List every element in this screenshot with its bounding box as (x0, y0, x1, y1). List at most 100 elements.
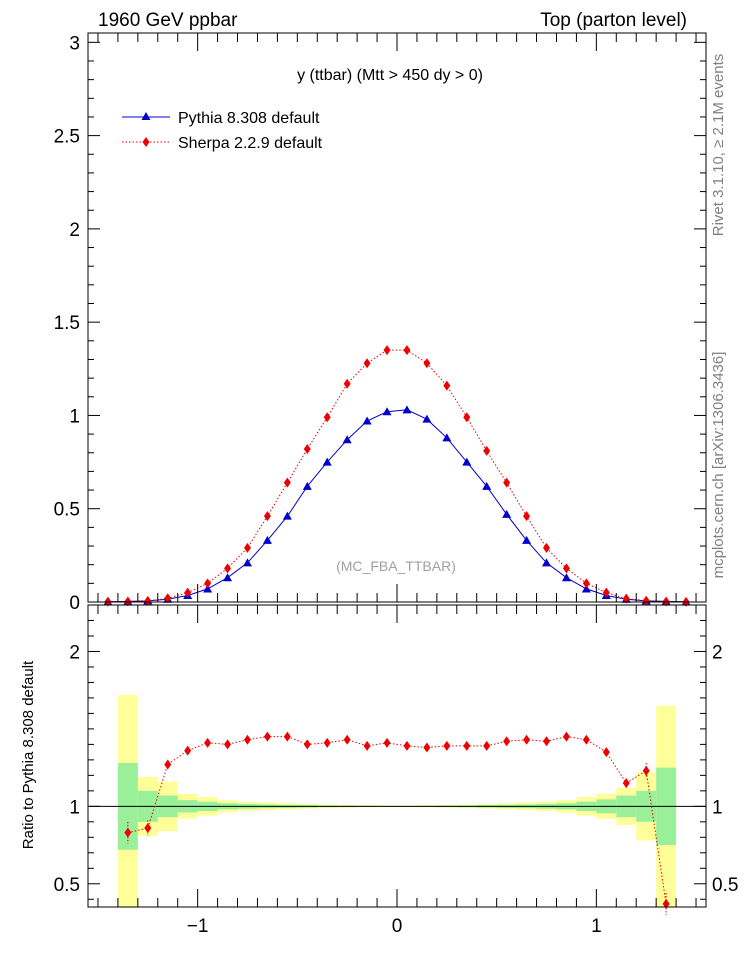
y-tick-label: 0 (69, 593, 80, 614)
pythia-point (522, 535, 532, 544)
sherpa-point (383, 345, 391, 356)
ratio-point (283, 731, 291, 742)
ratio-point (602, 747, 610, 758)
sherpa-point (602, 587, 610, 598)
ratio-point (523, 734, 531, 745)
ratio-point (662, 898, 670, 909)
ratio-line-sherpa (127, 736, 667, 904)
y-tick-label: 3 (69, 33, 80, 54)
ratio-point (243, 734, 251, 745)
y-tick-label: 1 (69, 406, 80, 427)
pythia-point (402, 405, 412, 414)
sherpa-point (523, 511, 531, 522)
analysis-watermark: (MC_FBA_TTBAR) (336, 558, 456, 574)
pythia-point (442, 433, 452, 442)
legend-marker-sherpa (142, 137, 150, 147)
ratio-point (443, 740, 451, 751)
main-plot-marks (103, 345, 691, 607)
sherpa-point (642, 595, 650, 606)
ratio-point (383, 737, 391, 748)
y-tick-label: 2 (69, 220, 80, 241)
ratio-y-tick-label-right: 1 (712, 797, 723, 818)
y-tick-label: 1.5 (54, 313, 80, 334)
sherpa-point (243, 542, 251, 553)
pythia-point (262, 535, 272, 544)
pythia-point (581, 584, 591, 593)
ratio-y-tick-label: 0.5 (54, 875, 80, 896)
pythia-point (542, 558, 552, 567)
ratio-point (363, 740, 371, 751)
pythia-point (282, 511, 292, 520)
sherpa-point (164, 593, 172, 604)
sherpa-point (303, 444, 311, 455)
ratio-point (144, 823, 152, 834)
sherpa-point (543, 542, 551, 553)
pythia-point (302, 481, 312, 490)
pythia-point (342, 435, 352, 444)
legend-marker-pythia (141, 112, 151, 120)
ratio-point (303, 739, 311, 750)
sherpa-point (363, 358, 371, 369)
ratio-point (423, 742, 431, 753)
pythia-point (502, 509, 512, 518)
y-tick-label: 0.5 (54, 500, 80, 521)
ratio-point (224, 739, 232, 750)
ratio-point (503, 736, 511, 747)
x-tick-label: −1 (187, 916, 209, 937)
sherpa-point (184, 587, 192, 598)
ratio-y-tick-label: 1 (69, 797, 80, 818)
ratio-point (403, 740, 411, 751)
ratio-y-tick-label-right: 2 (712, 642, 723, 663)
series-line-sherpa (107, 349, 687, 603)
sherpa-point (443, 380, 451, 391)
sherpa-point (263, 511, 271, 522)
pythia-point (561, 573, 571, 582)
sherpa-point (283, 477, 291, 488)
sherpa-point (204, 578, 212, 589)
sherpa-point (423, 358, 431, 369)
ratio-y-tick-label: 2 (69, 642, 80, 663)
pythia-point (203, 584, 213, 593)
sherpa-point (463, 412, 471, 423)
header-left: 1960 GeV ppbar (98, 10, 238, 31)
ratio-point (263, 731, 271, 742)
ratio-point (642, 765, 650, 776)
sherpa-point (622, 593, 630, 604)
sherpa-point (343, 378, 351, 389)
ratio-point (582, 734, 590, 745)
pythia-point (482, 481, 492, 490)
ratio-point (323, 737, 331, 748)
y-tick-label: 2.5 (54, 127, 80, 148)
header-right: Top (parton level) (540, 10, 687, 31)
ratio-point (343, 734, 351, 745)
x-tick-label: 1 (591, 916, 602, 937)
pythia-point (242, 558, 252, 567)
ratio-point (124, 827, 132, 838)
chart-title: y (ttbar) (Mtt > 450 dy > 0) (297, 67, 483, 84)
sherpa-point (483, 445, 491, 456)
legend-label-sherpa: Sherpa 2.2.9 default (178, 135, 323, 152)
ratio-plot-marks (88, 694, 706, 915)
ratio-y-tick-label-right: 0.5 (712, 875, 738, 896)
pythia-point (422, 414, 432, 423)
sherpa-point (662, 596, 670, 607)
sherpa-point (403, 345, 411, 356)
x-tick-label: 0 (392, 916, 403, 937)
sherpa-point (144, 595, 152, 606)
sherpa-point (323, 412, 331, 423)
ratio-point (483, 740, 491, 751)
legend-label-pythia: Pythia 8.308 default (178, 110, 320, 127)
pythia-point (462, 457, 472, 466)
ratio-ylabel: Ratio to Pythia 8.308 default (20, 660, 37, 849)
ratio-point (184, 745, 192, 756)
ratio-point (204, 737, 212, 748)
mcplots-label: mcplots.cern.ch [arXiv:1306.3436] (710, 352, 727, 579)
sherpa-point (503, 477, 511, 488)
ratio-point (562, 731, 570, 742)
ratio-point (164, 759, 172, 770)
main-panel: 0 0.5 1 1.5 2 2.5 3 y (ttbar) (Mtt > 450 dy > … (54, 32, 707, 614)
ratio-panel: 0.5 0.5 1 1 2 2 −1 0 1 Ratio to Pythia 8.308 def… (20, 604, 738, 937)
ratio-point (622, 778, 630, 789)
ratio-axis-ticks: 0.5 0.5 1 1 2 2 −1 0 1 (54, 605, 738, 937)
